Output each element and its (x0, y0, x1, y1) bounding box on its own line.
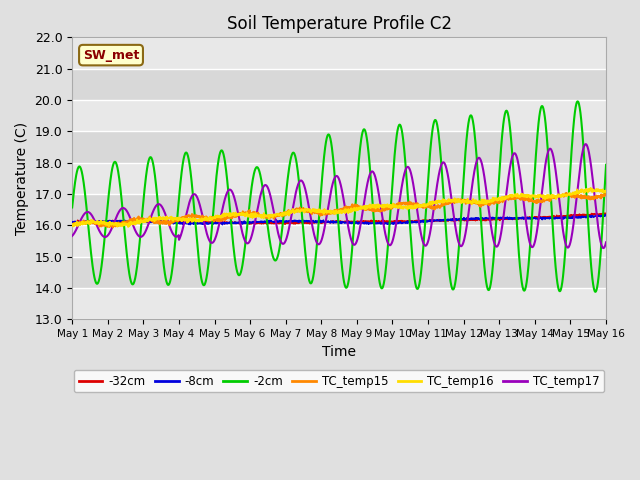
Bar (72, 69, 606, 100)
Bar (72, 132, 606, 163)
Bar (72, 288, 606, 319)
Bar (72, 226, 606, 257)
X-axis label: Time: Time (322, 345, 356, 359)
Text: SW_met: SW_met (83, 48, 140, 61)
Legend: -32cm, -8cm, -2cm, TC_temp15, TC_temp16, TC_temp17: -32cm, -8cm, -2cm, TC_temp15, TC_temp16,… (74, 370, 604, 393)
Bar (72, 163, 606, 194)
Bar (72, 257, 606, 288)
Title: Soil Temperature Profile C2: Soil Temperature Profile C2 (227, 15, 452, 33)
Y-axis label: Temperature (C): Temperature (C) (15, 122, 29, 235)
Bar (72, 100, 606, 132)
Bar (72, 37, 606, 69)
Bar (72, 194, 606, 226)
